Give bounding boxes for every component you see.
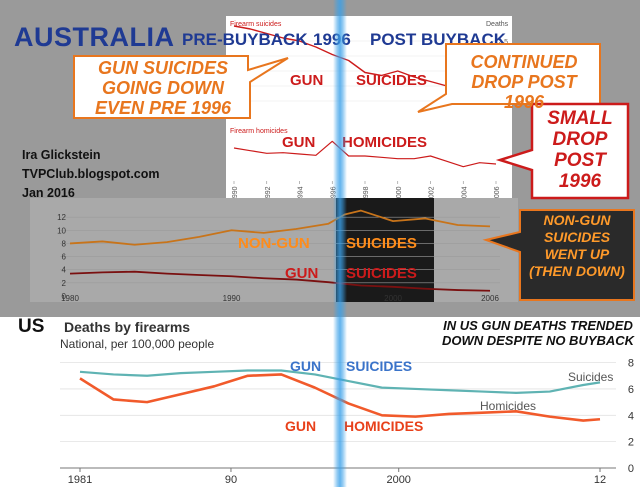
us-chart-title: Deaths by firearms xyxy=(64,319,190,335)
us-gun-homicides-label: HOMICIDES xyxy=(344,418,424,434)
y-tick-label: 2 xyxy=(62,279,67,288)
x-tick-label: 2000 xyxy=(396,186,403,202)
y-tick-label: 2 xyxy=(628,437,634,449)
us-gun-label: GUN xyxy=(290,358,322,374)
y-tick-label: 8 xyxy=(62,239,67,248)
y-tick-label: 4 xyxy=(62,266,67,275)
y-tick-label: 8 xyxy=(628,358,634,370)
aus-gun-homicides-label: HOMICIDES xyxy=(342,134,428,151)
callout-continued-drop: CONTINUED DROP POST 1996 xyxy=(470,52,578,112)
aus-gun-homicides-gun: GUN xyxy=(282,134,316,151)
us-suicides-legend: Suicides xyxy=(568,370,613,384)
blog-url: TVPClub.blogspot.com xyxy=(22,167,160,181)
us-note: IN US GUN DEATHS TRENDED DOWN DESPITE NO… xyxy=(441,318,635,348)
aus-gun-suicides-label: SUICIDES xyxy=(346,265,417,282)
x-tick-label: 2002 xyxy=(429,186,436,202)
y-tick-label: 2.5 xyxy=(498,39,508,46)
callout-gun-suicides-pre: GUN SUICIDES GOING DOWN EVEN PRE 1996 xyxy=(94,58,232,118)
callout-shapes xyxy=(73,43,635,301)
x-tick-label: 2006 xyxy=(481,294,499,302)
y-tick-label: 6 xyxy=(628,384,634,396)
aus-nongun-label: NON-GUN xyxy=(238,235,310,252)
country-title: AUSTRALIA xyxy=(14,22,175,52)
y-tick-label: 0 xyxy=(62,292,67,301)
author-name: Ira Glickstein xyxy=(22,148,101,162)
x-tick-label: 1998 xyxy=(363,186,370,202)
x-tick-label: 2000 xyxy=(384,294,402,302)
deaths-label: Deaths xyxy=(486,21,509,28)
x-tick-label: 1981 xyxy=(68,474,92,486)
aus-gun-label: GUN xyxy=(285,265,319,282)
aus-top-gun-label: GUN xyxy=(290,72,324,89)
callout-small-drop: SMALL DROP POST 1996 xyxy=(547,108,613,192)
us-section-label: US xyxy=(18,316,45,337)
y-tick-label: 10 xyxy=(57,226,66,235)
x-tick-label: 1992 xyxy=(265,186,272,202)
credit-block: Ira Glickstein TVPClub.blogspot.com Jan … xyxy=(22,146,160,203)
y-tick-label: 12 xyxy=(57,213,66,222)
pre-buyback-label: PRE-BUYBACK xyxy=(182,30,308,49)
year-1996-divider xyxy=(333,0,347,487)
callout-nongun-up: NON-GUN SUICIDES WENT UP (THEN DOWN) xyxy=(529,212,625,279)
firearm-homicides-legend: Firearm homicides xyxy=(230,128,288,135)
x-tick-label: 2004 xyxy=(461,186,468,202)
y-tick-label: 0 xyxy=(628,463,634,475)
us-suicides-label: SUICIDES xyxy=(346,358,413,374)
y-tick-label: 6 xyxy=(62,253,67,262)
x-tick-label: 1990 xyxy=(223,294,241,302)
x-tick-label: 1990 xyxy=(232,186,239,202)
x-tick-label: 2000 xyxy=(386,474,410,486)
us-chart: Deaths by firearms National, per 100,000… xyxy=(56,318,640,487)
callout-small-drop-box xyxy=(495,102,630,200)
credit-date: Jan 2016 xyxy=(22,186,75,200)
gun-suicides-line xyxy=(69,270,491,292)
us-chart-subtitle: National, per 100,000 people xyxy=(60,337,214,351)
y-tick-label: 4 xyxy=(628,410,634,422)
aus-nongun-suicides-label: SUICIDES xyxy=(346,235,417,252)
x-tick-label: 90 xyxy=(225,474,237,486)
x-tick-label: 2006 xyxy=(494,186,501,202)
us-homicides-legend: Homicides xyxy=(480,399,536,413)
callout-pre-box xyxy=(73,55,289,119)
non-gun-suicides-line xyxy=(69,209,491,246)
x-tick-label: 12 xyxy=(594,474,606,486)
us-gun-homicides-gun: GUN xyxy=(285,418,317,434)
aus-top-suicides-label: SUICIDES xyxy=(356,72,427,89)
firearm-suicides-legend: Firearm suicides xyxy=(230,21,282,28)
callout-nongun-box xyxy=(482,209,635,301)
callout-continued-box xyxy=(417,43,601,113)
x-tick-label: 1980 xyxy=(61,294,79,302)
x-tick-label: 1994 xyxy=(298,186,305,202)
